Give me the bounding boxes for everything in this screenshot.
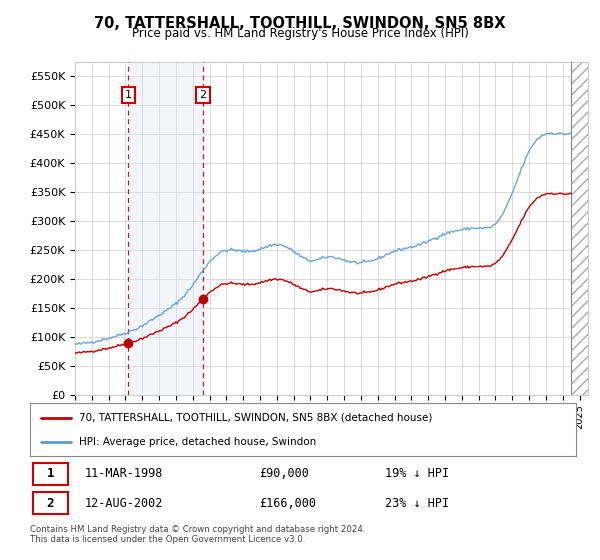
Text: 11-MAR-1998: 11-MAR-1998 [85, 468, 163, 480]
Bar [571, 62, 600, 395]
Text: 2: 2 [200, 90, 207, 100]
Text: 2: 2 [47, 497, 54, 510]
Text: 19% ↓ HPI: 19% ↓ HPI [385, 468, 449, 480]
Text: This data is licensed under the Open Government Licence v3.0.: This data is licensed under the Open Gov… [30, 535, 305, 544]
Bar [571, 62, 600, 395]
Text: 1: 1 [47, 468, 54, 480]
Text: Contains HM Land Registry data © Crown copyright and database right 2024.: Contains HM Land Registry data © Crown c… [30, 525, 365, 534]
FancyBboxPatch shape [33, 492, 68, 514]
Text: 12-AUG-2002: 12-AUG-2002 [85, 497, 163, 510]
Text: 23% ↓ HPI: 23% ↓ HPI [385, 497, 449, 510]
FancyBboxPatch shape [33, 463, 68, 485]
Text: 70, TATTERSHALL, TOOTHILL, SWINDON, SN5 8BX: 70, TATTERSHALL, TOOTHILL, SWINDON, SN5 … [94, 16, 506, 31]
Text: £166,000: £166,000 [259, 497, 316, 510]
Text: 1: 1 [125, 90, 132, 100]
Text: HPI: Average price, detached house, Swindon: HPI: Average price, detached house, Swin… [79, 437, 316, 447]
Bar [128, 62, 203, 395]
Text: 70, TATTERSHALL, TOOTHILL, SWINDON, SN5 8BX (detached house): 70, TATTERSHALL, TOOTHILL, SWINDON, SN5 … [79, 413, 433, 423]
Text: Price paid vs. HM Land Registry's House Price Index (HPI): Price paid vs. HM Land Registry's House … [131, 27, 469, 40]
Text: £90,000: £90,000 [259, 468, 309, 480]
